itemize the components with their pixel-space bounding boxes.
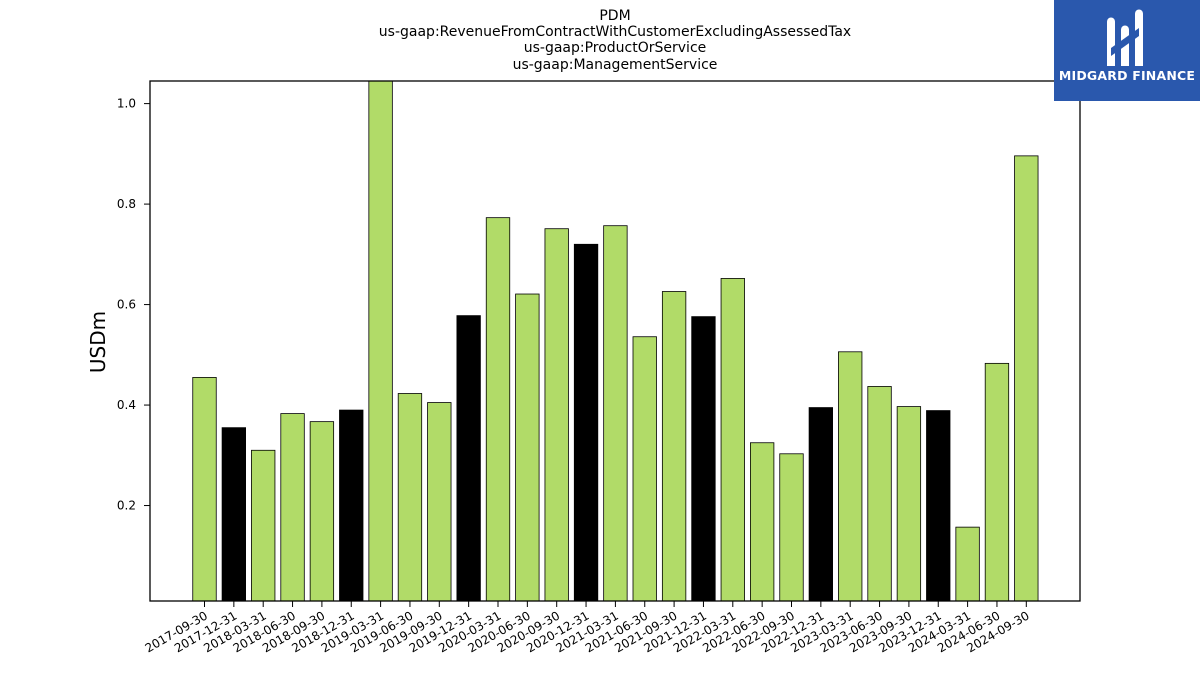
bar-2021-12-31 xyxy=(691,316,716,602)
bar-2024-09-30 xyxy=(1014,155,1039,602)
brand-logo: MIDGARD FINANCE xyxy=(1054,0,1200,101)
chart-title-line-4: us-gaap:ManagementService xyxy=(513,57,718,73)
chart-title: PDM us-gaap:RevenueFromContractWithCusto… xyxy=(379,8,851,73)
bar-2020-12-31 xyxy=(573,243,599,602)
y-axis: 0.2 0.4 0.6 0.8 1.0 xyxy=(117,97,150,513)
bar-2018-12-31 xyxy=(339,409,364,602)
bar-2020-03-31 xyxy=(485,217,511,602)
bar-2017-09-30 xyxy=(192,377,217,602)
bar-2023-03-31 xyxy=(838,351,863,602)
bar-2019-03-31 xyxy=(368,80,393,602)
chart-title-line-3: us-gaap:ProductOrService xyxy=(524,40,707,56)
y-tick-label: 0.6 xyxy=(117,298,136,312)
bar-2022-03-31 xyxy=(720,278,745,602)
bar-2024-06-30 xyxy=(984,362,1010,602)
bar-2020-06-30 xyxy=(515,293,540,602)
y-tick-label: 0.8 xyxy=(117,197,136,211)
bar-2022-09-30 xyxy=(779,453,804,602)
bar-2022-12-31 xyxy=(808,407,833,602)
bar-2023-09-30 xyxy=(896,406,922,602)
y-tick-label: 1.0 xyxy=(117,97,136,111)
brand-logo-text: MIDGARD FINANCE xyxy=(1058,68,1196,83)
bar-2018-09-30 xyxy=(309,421,335,602)
chart-title-line-2: us-gaap:RevenueFromContractWithCustomerE… xyxy=(379,24,851,40)
plot-frame xyxy=(149,80,1081,602)
bar-2019-12-31 xyxy=(456,315,481,602)
bar-2018-06-30 xyxy=(280,413,305,602)
bar-2017-12-31 xyxy=(221,427,247,602)
y-tick-label: 0.4 xyxy=(117,398,136,412)
bar-2021-03-31 xyxy=(603,225,628,602)
bar-2019-09-30 xyxy=(427,402,452,602)
bar-2019-06-30 xyxy=(397,393,423,602)
x-axis: 2017-09-302017-12-312018-03-312018-06-30… xyxy=(143,601,1032,655)
bar-2024-03-31 xyxy=(955,526,980,602)
bar-2021-06-30 xyxy=(632,336,657,602)
chart-title-line-1: PDM xyxy=(599,8,630,24)
bar-2022-06-30 xyxy=(750,442,775,602)
bar-2018-03-31 xyxy=(251,449,276,602)
bar-2023-12-31 xyxy=(926,410,951,602)
bar-2021-09-30 xyxy=(661,291,687,602)
bar-2023-06-30 xyxy=(867,386,892,602)
y-axis-label: USDm xyxy=(86,311,110,373)
bar-series xyxy=(192,80,1039,602)
y-tick-label: 0.2 xyxy=(117,499,136,513)
bar-2020-09-30 xyxy=(544,228,569,602)
midgard-logo-icon xyxy=(1107,9,1143,66)
